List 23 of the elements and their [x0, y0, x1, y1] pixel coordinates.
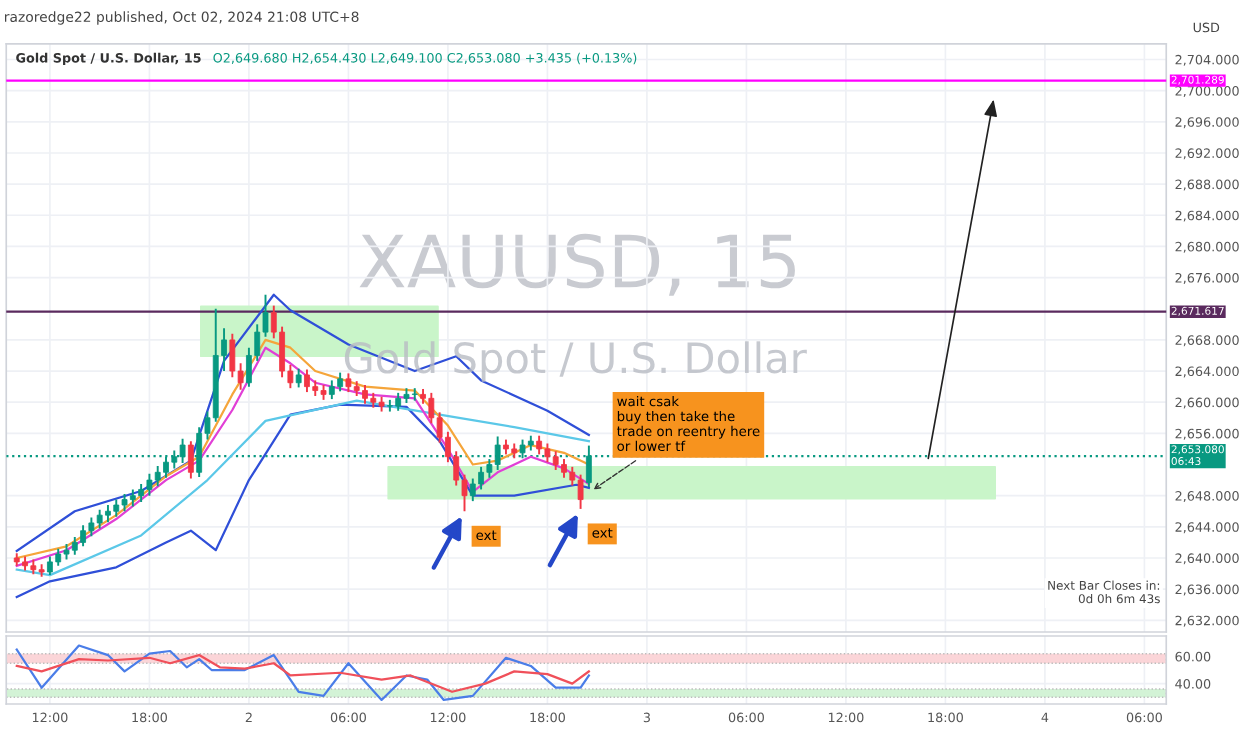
- candlestick: [146, 472, 153, 497]
- line-series: [15, 653, 590, 693]
- line-series: [15, 644, 590, 702]
- candlestick: [411, 387, 418, 402]
- candlestick: [47, 555, 53, 577]
- candlestick: [577, 473, 584, 510]
- candlestick: [295, 367, 302, 389]
- candlestick: [96, 508, 103, 530]
- candlestick: [328, 379, 335, 401]
- candlestick: [345, 372, 352, 394]
- candlestick: [561, 458, 567, 479]
- line-series: [15, 293, 590, 553]
- candlestick: [154, 465, 161, 488]
- candlestick: [536, 434, 543, 456]
- candlestick: [552, 450, 559, 471]
- candlestick: [544, 442, 551, 464]
- candlestick: [304, 368, 310, 394]
- candlestick: [469, 477, 476, 503]
- candlestick: [362, 384, 368, 405]
- candlestick: [229, 332, 236, 379]
- candlestick: [337, 371, 344, 393]
- candlestick: [187, 440, 194, 480]
- candlestick: [88, 516, 95, 538]
